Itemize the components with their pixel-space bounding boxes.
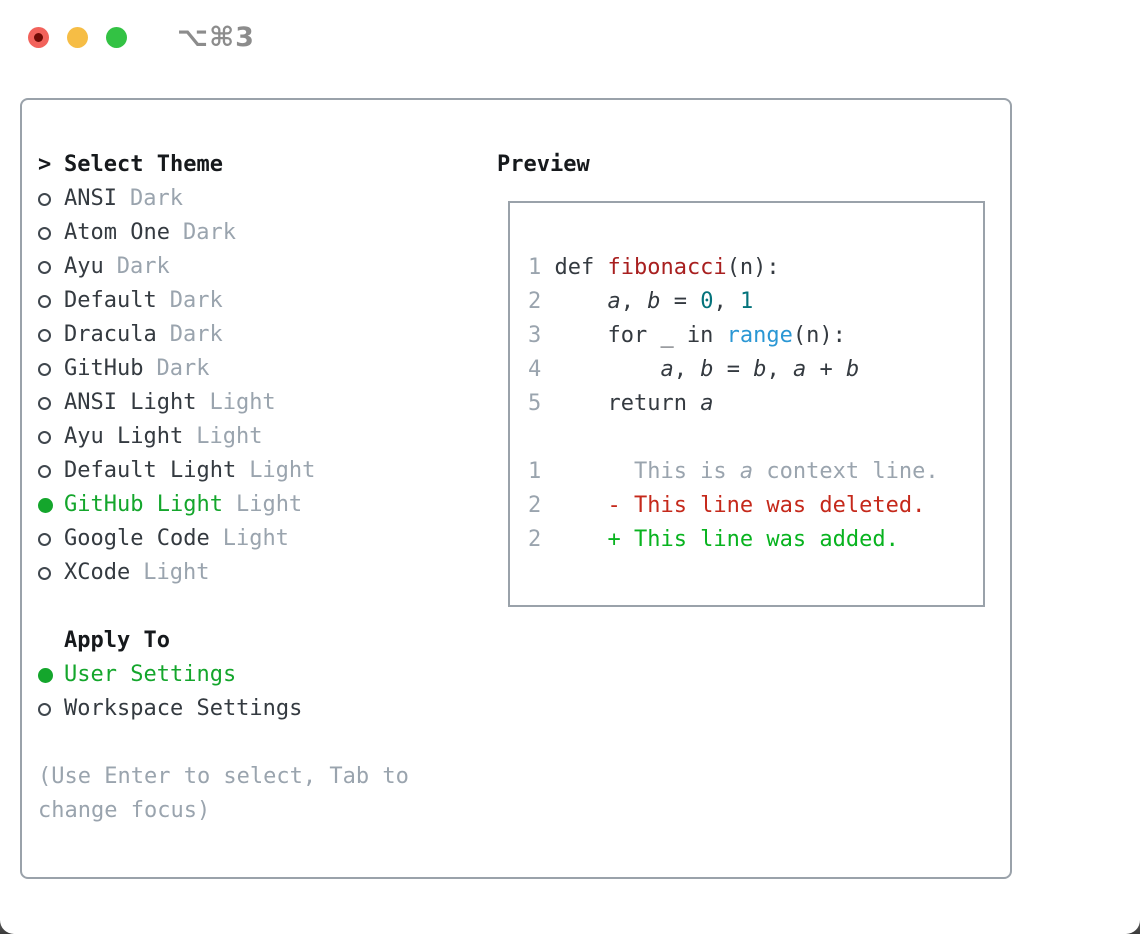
diff-added-line: 2 + This line was added. <box>528 527 899 552</box>
theme-option-default-light[interactable]: Default Light Light <box>38 454 458 488</box>
theme-option-github-light[interactable]: GitHub Light Light <box>38 488 458 522</box>
code-line: 1 def fibonacci(n): <box>528 255 780 280</box>
theme-option-ayu-light[interactable]: Ayu Light Light <box>38 420 458 454</box>
apply-to-header: Apply To <box>64 628 170 653</box>
theme-option-google-code-light[interactable]: Google Code Light <box>38 522 458 556</box>
radio-unselected-icon <box>38 328 51 342</box>
theme-variant: Dark <box>182 220 236 245</box>
radio-selected-icon <box>38 667 53 683</box>
theme-dialog-panel: > Select Theme ANSI Dark Atom One Dark A… <box>20 98 1012 879</box>
theme-option-github-dark[interactable]: GitHub Dark <box>38 352 458 386</box>
preview-section: Preview 1 def fibonacci(n): 2 a, b = 0, 1… <box>497 148 985 607</box>
theme-variant: Dark <box>116 254 170 279</box>
radio-unselected-icon <box>38 396 51 410</box>
code-line: 4 a, b = b, a + b <box>528 357 860 382</box>
code-line: 3 for _ in range(n): <box>528 323 846 348</box>
radio-unselected-icon <box>38 702 51 716</box>
theme-list: > Select Theme ANSI Dark Atom One Dark A… <box>38 148 458 828</box>
theme-option-atom-one-dark[interactable]: Atom One Dark <box>38 216 458 250</box>
theme-variant: Dark <box>169 288 223 313</box>
code-line: 5 return a <box>528 391 714 416</box>
maximize-button[interactable] <box>106 26 127 48</box>
preview-title: Preview <box>497 152 590 177</box>
radio-unselected-icon <box>38 192 51 206</box>
radio-unselected-icon <box>38 566 51 580</box>
theme-option-ansi-light[interactable]: ANSI Light Light <box>38 386 458 420</box>
prompt-chevron-icon: > <box>38 152 52 177</box>
radio-unselected-icon <box>38 226 51 240</box>
radio-selected-icon <box>38 497 53 513</box>
theme-variant: Dark <box>169 322 223 347</box>
theme-variant: Light <box>222 526 289 551</box>
theme-variant: Dark <box>156 356 210 381</box>
theme-option-dracula-dark[interactable]: Dracula Dark <box>38 318 458 352</box>
close-button[interactable] <box>28 26 49 48</box>
theme-variant: Dark <box>129 186 183 211</box>
theme-option-ansi-dark[interactable]: ANSI Dark <box>38 182 458 216</box>
radio-unselected-icon <box>38 430 51 444</box>
theme-variant: Light <box>143 560 210 585</box>
window-title: ⌥⌘3 <box>177 21 255 53</box>
apply-option-workspace-settings[interactable]: Workspace Settings <box>38 692 458 726</box>
code-line: 2 a, b = 0, 1 <box>528 289 754 314</box>
blank-line <box>528 421 983 455</box>
diff-deleted-line: 2 - This line was deleted. <box>528 493 926 518</box>
select-theme-title: Select Theme <box>64 152 223 177</box>
titlebar: ⌥⌘3 <box>28 22 255 53</box>
theme-option-xcode-light[interactable]: XCode Light <box>38 556 458 590</box>
radio-unselected-icon <box>38 260 51 274</box>
theme-variant: Light <box>249 458 316 483</box>
apply-option-user-settings[interactable]: User Settings <box>38 658 458 692</box>
radio-unselected-icon <box>38 532 51 546</box>
theme-variant: Light <box>235 492 303 517</box>
radio-unselected-icon <box>38 362 51 376</box>
select-theme-header: > Select Theme <box>38 148 458 182</box>
theme-variant: Light <box>209 390 276 415</box>
diff-context-line: 1 This is a context line. <box>528 459 939 484</box>
theme-option-default-dark[interactable]: Default Dark <box>38 284 458 318</box>
radio-unselected-icon <box>38 294 51 308</box>
help-text: (Use Enter to select, Tab to change focu… <box>38 764 409 823</box>
preview-box: 1 def fibonacci(n): 2 a, b = 0, 1 3 for _… <box>508 201 985 607</box>
radio-unselected-icon <box>38 464 51 478</box>
theme-variant: Light <box>196 424 263 449</box>
minimize-button[interactable] <box>67 26 88 48</box>
theme-option-ayu-dark[interactable]: Ayu Dark <box>38 250 458 284</box>
